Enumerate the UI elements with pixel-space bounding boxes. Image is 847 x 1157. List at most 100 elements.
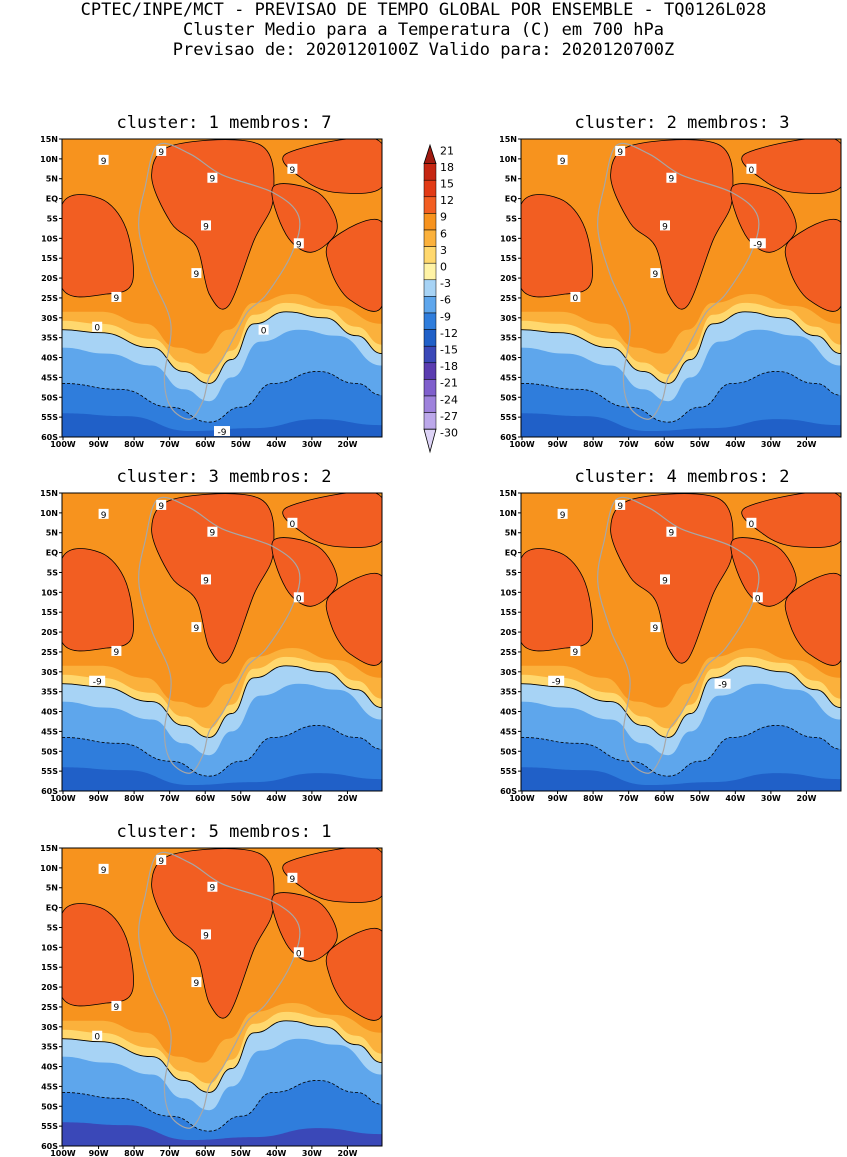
lon-label: 30W [302,440,322,449]
contour-label-bg [557,508,568,519]
lon-label: 80W [583,440,603,449]
lat-label: 55S [500,413,517,422]
contour-label-bg [156,145,167,156]
lat-label: 5S [47,923,59,932]
contour-label: -9 [718,681,727,691]
lon-label: 60W [195,1149,215,1157]
lon-label: 70W [619,794,639,803]
panel-title-2: cluster: 2 membros: 3 [574,113,790,133]
lon-label: 20W [337,440,357,449]
lat-label: 45S [500,373,517,382]
contour-label-bg [749,238,766,249]
contour-label: 9 [210,529,216,539]
lon-label: 60W [654,794,674,803]
lat-label: 15N [40,135,58,144]
colorbar-swatch [423,345,437,364]
lat-label: 20S [41,274,58,283]
contour-label: 9 [210,884,216,894]
header-line-2: Cluster Medio para a Temperatura (C) em … [182,20,665,40]
colorbar-label: 18 [440,161,454,174]
lat-label: 15S [500,608,517,617]
contour-label-bg [156,854,167,865]
lon-label: 100W [50,794,76,803]
warm-blob-9c [282,493,382,548]
contour-0c [521,311,841,384]
lat-label: 10N [40,509,58,518]
lat-label: 5N [505,529,517,538]
lat-label: 60S [41,1142,58,1151]
lat-label: 55S [41,1122,58,1131]
lat-label: 60S [41,787,58,796]
lat-label: 10N [499,509,517,518]
colorbar-swatch [423,229,437,247]
lat-label: 10N [499,155,517,164]
contour-label: 9 [296,240,302,250]
lon-label: 100W [50,440,76,449]
contour-label-bg [570,645,581,656]
contour-label: 0 [749,520,755,530]
colorbar-label: 0 [440,261,447,274]
contour-label: 9 [290,875,296,885]
lat-label: 35S [500,334,517,343]
lat-label: 20S [41,983,58,992]
contour-label: 9 [158,502,164,512]
contour-label: 9 [114,1003,120,1013]
warm-blob-9c [271,892,338,962]
lon-label: 90W [548,794,568,803]
warm-blob-9c [62,194,134,298]
colorbar-label: 12 [440,194,454,207]
colorbar-label: -30 [440,427,458,440]
lat-label: 40S [500,354,517,363]
contour-label-bg [207,172,218,183]
contour-label-bg [287,163,298,174]
contour-neg9c [521,370,841,423]
lat-label: 55S [500,767,517,776]
lat-label: 35S [41,688,58,697]
lon-label: 40W [266,1149,286,1157]
lat-label: 15N [499,135,517,144]
lat-label: EQ [505,549,517,558]
contour-label-bg [191,268,202,279]
colorbar-label: -9 [440,310,451,323]
lat-label: EQ [505,195,517,204]
lon-label: 50W [690,794,710,803]
lat-label: 15S [500,254,517,263]
lat-label: 30S [41,1023,58,1032]
lat-label: 55S [41,767,58,776]
contour-label-bg [714,678,731,689]
lon-label: 30W [761,440,781,449]
coastline [138,851,301,1129]
warm-blob-9c [271,183,338,253]
lat-label: 30S [41,314,58,323]
map-frame [61,847,383,1147]
lat-label: 40S [41,354,58,363]
band-neg12c [62,767,382,791]
contour-label-bg [293,947,304,958]
panel-title-5: cluster: 5 membros: 1 [116,822,332,842]
lat-label: 15S [41,963,58,972]
lat-label: 10S [41,588,58,597]
lat-label: 20S [41,628,58,637]
lon-label: 30W [761,794,781,803]
lat-label: 5S [47,214,59,223]
lat-label: 35S [41,334,58,343]
colorbar-label: -27 [440,410,458,423]
colorbar-label: -3 [440,277,451,290]
lat-label: 45S [41,727,58,736]
coastline [138,496,301,774]
contour-label-bg [92,321,103,332]
contour-label-bg [557,154,568,165]
contour-label-bg [650,622,661,633]
contour-label: 0 [749,166,755,176]
warm-blob-9c [282,848,382,903]
contour-label: 9 [114,648,120,658]
lat-label: 10S [500,588,517,597]
contour-label-bg [98,508,109,519]
contour-label: 9 [560,157,566,167]
contour-label: 9 [617,502,623,512]
contour-label-bg [752,592,763,603]
contour-label: -9 [753,240,762,250]
map-panel-1: 9 9 9 9 9 9 9 9 0 0 -9 15N 10N 5N EQ 5S 10S 15S 20S 25S 30S 3… [40,135,383,449]
lon-label: 100W [50,1149,76,1157]
